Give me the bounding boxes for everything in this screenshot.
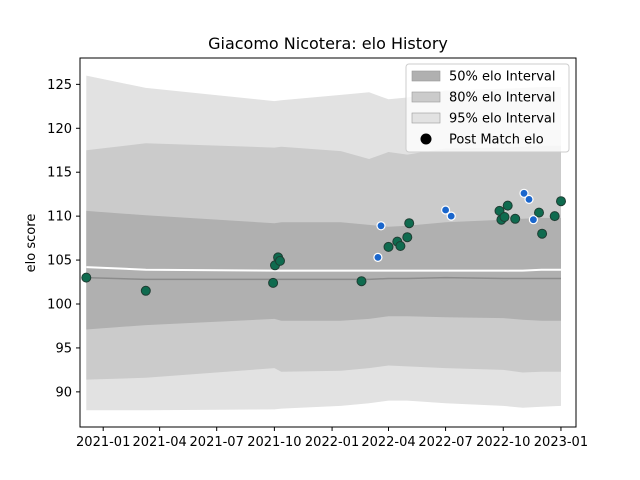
- legend-swatch-2: [411, 112, 441, 124]
- interval-bands: [86, 75, 562, 411]
- y-axis-ticks: 90 95 100 105 110 115 120 125: [47, 78, 80, 400]
- y-tick-label-5: 115: [47, 166, 72, 181]
- point-blue-1: [376, 221, 386, 231]
- x-tick-label-8: 2023-01: [534, 435, 588, 450]
- legend-swatch-0: [411, 70, 441, 82]
- y-tick-label-6: 120: [47, 122, 72, 137]
- x-tick-label-0: 2021-01: [76, 435, 130, 450]
- point-green-19: [549, 211, 560, 222]
- point-green-16: [510, 213, 521, 224]
- y-axis-label: elo score: [24, 214, 39, 273]
- point-blue-3: [446, 211, 456, 221]
- upper-line: [86, 266, 561, 272]
- point-green-18: [537, 228, 548, 239]
- y-tick-label-4: 110: [47, 210, 72, 225]
- point-blue-2: [441, 205, 451, 215]
- point-green-17: [534, 207, 544, 218]
- point-green-11: [404, 218, 415, 229]
- legend-swatch-1: [411, 91, 441, 103]
- point-green-7: [383, 241, 394, 252]
- y-tick-label-0: 90: [55, 385, 72, 400]
- legend-label-3: Post Match elo: [449, 133, 544, 148]
- point-green-5: [275, 255, 285, 266]
- point-green-15: [502, 200, 513, 211]
- point-blue-4: [519, 188, 529, 198]
- point-green-10: [402, 232, 413, 243]
- chart-title: Giacomo Nicotera: elo History: [208, 34, 448, 53]
- x-tick-label-2: 2021-07: [190, 435, 244, 450]
- x-tick-label-4: 2022-01: [305, 435, 359, 450]
- legend-label-2: 95% elo Interval: [449, 112, 556, 127]
- point-green-14: [499, 212, 510, 222]
- legend-marker-3: [420, 133, 432, 145]
- x-tick-label-1: 2021-04: [132, 435, 186, 450]
- point-green-1: [140, 285, 151, 296]
- x-tick-label-6: 2022-07: [418, 435, 472, 450]
- point-green-0: [81, 272, 92, 283]
- point-green-6: [356, 276, 367, 287]
- x-axis-ticks: 2021-01 2021-04 2021-07 2021-10 2022-01 2022-…: [76, 427, 588, 450]
- legend-label-1: 80% elo Interval: [449, 91, 556, 106]
- data-points: [81, 188, 566, 296]
- y-tick-label-1: 95: [55, 341, 72, 356]
- x-tick-label-5: 2022-04: [361, 435, 415, 450]
- point-blue-6: [528, 215, 539, 225]
- y-tick-label-2: 100: [47, 298, 72, 313]
- y-tick-label-7: 125: [47, 78, 72, 93]
- point-blue-0: [373, 252, 383, 262]
- legend: 50% elo Interval 80% elo Interval 95% elo …: [405, 63, 570, 153]
- legend-label-0: 50% elo Interval: [449, 70, 556, 85]
- y-tick-label-3: 105: [47, 254, 72, 269]
- plot-area: [81, 75, 566, 411]
- point-green-2: [268, 277, 279, 288]
- x-tick-label-3: 2021-10: [247, 435, 301, 450]
- legend-box: [405, 63, 570, 153]
- point-green-9: [395, 241, 406, 251]
- point-blue-5: [524, 194, 534, 204]
- axes-frame: [79, 57, 577, 428]
- point-green-20: [556, 196, 566, 207]
- x-tick-label-7: 2022-10: [476, 435, 530, 450]
